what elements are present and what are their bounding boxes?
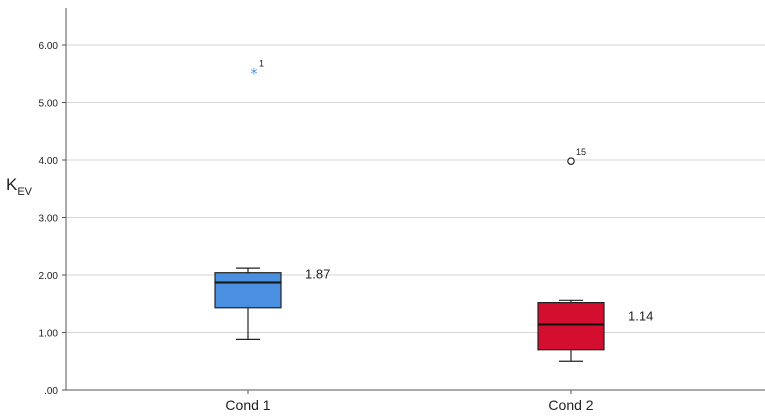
box-body [537,302,605,351]
y-axis-label-subscript: EV [17,186,32,198]
outlier-label: 1 [259,59,264,69]
outlier-star: * [251,67,258,83]
x-tick-label: Cond 1 [225,397,270,413]
axes [62,8,765,394]
box-2 [537,157,605,362]
y-tick-label: 3.00 [39,214,59,225]
y-tick-label: 6.00 [39,41,59,52]
boxes: * [214,67,605,362]
gridlines [66,44,765,333]
outlier-label: 15 [576,147,586,157]
y-axis-label-main: K [6,175,18,194]
median-label: 1.14 [628,308,653,323]
x-tick-label: Cond 2 [548,397,593,413]
box-body [214,272,282,309]
y-tick-label: 5.00 [39,99,59,110]
y-tick-label: 2.00 [39,271,59,282]
y-tick-label: 1.00 [39,329,59,340]
y-tick-label: 4.00 [39,156,59,167]
y-axis-label: KEV [6,175,33,198]
y-tick-label: .00 [44,386,58,397]
labels: KEV .00 1.00 2.00 3.00 4.00 5.00 6.00 Cond 1 Con… [6,41,653,413]
outlier-circle [567,157,575,165]
median-label: 1.87 [305,266,330,281]
box-1: * [214,67,282,340]
